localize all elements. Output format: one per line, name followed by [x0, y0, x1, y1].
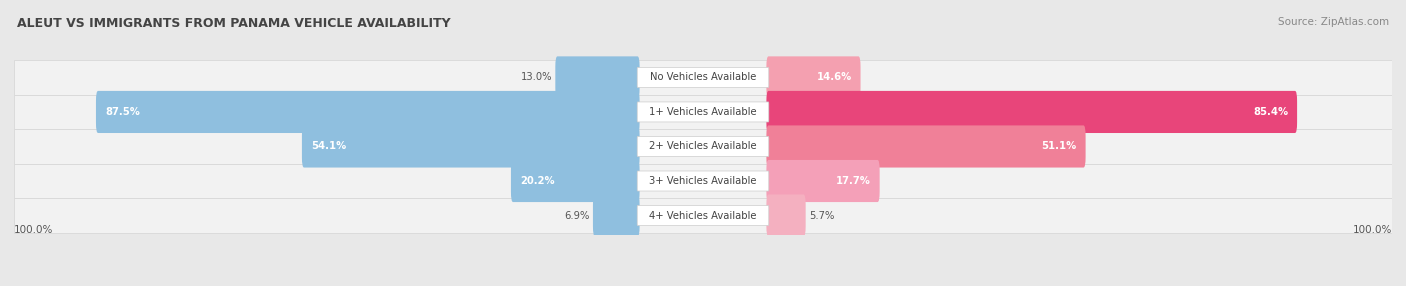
FancyBboxPatch shape — [510, 160, 640, 202]
Text: 3+ Vehicles Available: 3+ Vehicles Available — [650, 176, 756, 186]
Text: 17.7%: 17.7% — [835, 176, 870, 186]
Text: 1+ Vehicles Available: 1+ Vehicles Available — [650, 107, 756, 117]
Text: 5.7%: 5.7% — [808, 210, 835, 221]
Text: Source: ZipAtlas.com: Source: ZipAtlas.com — [1278, 17, 1389, 27]
Bar — [14, 164, 1392, 198]
Bar — [14, 95, 1392, 129]
FancyBboxPatch shape — [766, 91, 1298, 133]
Bar — [14, 60, 1392, 95]
Text: 87.5%: 87.5% — [105, 107, 139, 117]
FancyBboxPatch shape — [302, 126, 640, 168]
Text: No Vehicles Available: No Vehicles Available — [650, 72, 756, 82]
Text: 14.6%: 14.6% — [817, 72, 852, 82]
Text: 4+ Vehicles Available: 4+ Vehicles Available — [650, 210, 756, 221]
FancyBboxPatch shape — [637, 67, 769, 88]
FancyBboxPatch shape — [766, 126, 1085, 168]
Text: 51.1%: 51.1% — [1042, 142, 1077, 152]
FancyBboxPatch shape — [637, 206, 769, 226]
FancyBboxPatch shape — [637, 102, 769, 122]
FancyBboxPatch shape — [637, 171, 769, 191]
Text: 6.9%: 6.9% — [564, 210, 589, 221]
Text: 2+ Vehicles Available: 2+ Vehicles Available — [650, 142, 756, 152]
FancyBboxPatch shape — [555, 56, 640, 98]
FancyBboxPatch shape — [766, 194, 806, 237]
Bar — [14, 129, 1392, 164]
Text: 54.1%: 54.1% — [311, 142, 346, 152]
Text: 100.0%: 100.0% — [1353, 225, 1392, 235]
FancyBboxPatch shape — [766, 160, 880, 202]
FancyBboxPatch shape — [766, 56, 860, 98]
FancyBboxPatch shape — [637, 136, 769, 156]
Bar — [14, 198, 1392, 233]
FancyBboxPatch shape — [96, 91, 640, 133]
Text: ALEUT VS IMMIGRANTS FROM PANAMA VEHICLE AVAILABILITY: ALEUT VS IMMIGRANTS FROM PANAMA VEHICLE … — [17, 17, 450, 30]
Text: 100.0%: 100.0% — [14, 225, 53, 235]
FancyBboxPatch shape — [593, 194, 640, 237]
Text: 85.4%: 85.4% — [1253, 107, 1288, 117]
Text: 13.0%: 13.0% — [520, 72, 553, 82]
Text: 20.2%: 20.2% — [520, 176, 554, 186]
